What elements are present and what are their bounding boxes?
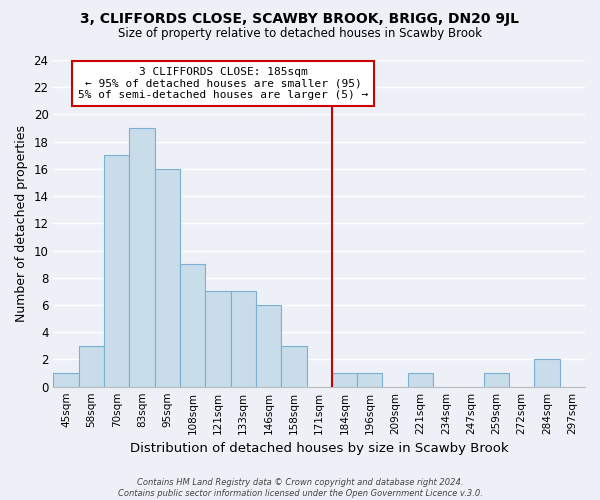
Bar xyxy=(256,305,281,386)
Bar xyxy=(180,264,205,386)
Bar xyxy=(484,373,509,386)
Text: Contains HM Land Registry data © Crown copyright and database right 2024.
Contai: Contains HM Land Registry data © Crown c… xyxy=(118,478,482,498)
Bar xyxy=(155,169,180,386)
Text: 3, CLIFFORDS CLOSE, SCAWBY BROOK, BRIGG, DN20 9JL: 3, CLIFFORDS CLOSE, SCAWBY BROOK, BRIGG,… xyxy=(80,12,520,26)
Bar xyxy=(205,292,230,386)
Bar xyxy=(79,346,104,387)
Bar xyxy=(281,346,307,387)
Bar xyxy=(230,292,256,386)
Bar xyxy=(104,156,130,386)
Bar xyxy=(332,373,357,386)
Y-axis label: Number of detached properties: Number of detached properties xyxy=(15,125,28,322)
X-axis label: Distribution of detached houses by size in Scawby Brook: Distribution of detached houses by size … xyxy=(130,442,509,455)
Bar xyxy=(53,373,79,386)
Bar xyxy=(535,360,560,386)
Bar xyxy=(357,373,382,386)
Text: 3 CLIFFORDS CLOSE: 185sqm
← 95% of detached houses are smaller (95)
5% of semi-d: 3 CLIFFORDS CLOSE: 185sqm ← 95% of detac… xyxy=(78,67,368,100)
Bar xyxy=(130,128,155,386)
Bar xyxy=(408,373,433,386)
Text: Size of property relative to detached houses in Scawby Brook: Size of property relative to detached ho… xyxy=(118,28,482,40)
